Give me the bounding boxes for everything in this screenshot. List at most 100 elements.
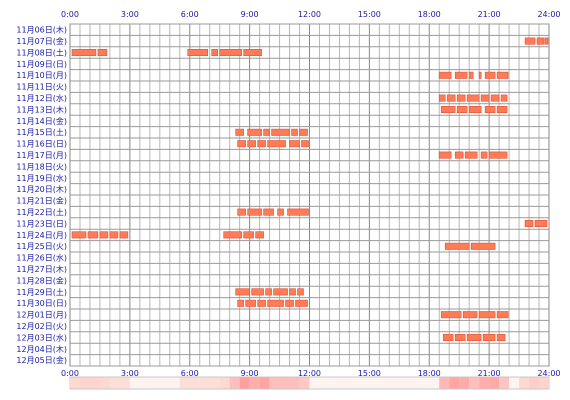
activity-bar [243,231,254,239]
grid [69,23,550,367]
x-tick-label-bottom: 3:00 [121,369,139,378]
heat-cell [299,377,310,389]
activity-bar [255,231,264,239]
activity-bar [496,311,509,319]
activity-bar [271,128,290,136]
x-tick-label-top: 3:00 [121,10,139,19]
activity-bar [482,333,496,341]
activity-bar [297,288,304,296]
activity-bar [456,94,466,102]
row-label: 11月18日(火) [16,162,67,171]
labels: 0:00 0:00 3:00 3:00 6:00 6:00 9:00 9:00 12:00 12:… [16,10,560,378]
row-label: 11月23日(日) [16,219,67,228]
activity-bar [87,231,99,239]
x-tick-label-top: 24:00 [537,10,560,19]
heat-cell [259,377,270,389]
activity-bar [237,140,246,148]
activity-bar [299,128,308,136]
activity-bar [71,48,97,56]
heat-cell [199,377,210,389]
activity-bar [446,94,456,102]
activity-bar [440,311,462,319]
x-tick-label-bottom: 12:00 [298,369,321,378]
activity-bar [454,71,468,79]
x-tick-label-top: 21:00 [478,10,501,19]
row-label: 11月09日(日) [16,60,67,69]
activity-bar [464,151,478,159]
activity-bar [285,299,294,307]
activity-bar [277,208,284,216]
activity-bar [289,288,296,296]
row-label: 11月19日(水) [16,173,67,183]
activity-bar [454,333,466,341]
heat-cell [289,377,300,389]
activity-bar [301,140,309,148]
row-label: 11月13日(木) [16,104,67,114]
activity-bar [99,231,109,239]
x-tick-label-top: 12:00 [298,10,321,19]
activity-bar [480,151,488,159]
activity-bar [488,151,508,159]
row-label: 11月25日(火) [16,242,67,251]
heat-cell [89,377,100,389]
activity-bar [444,242,470,250]
heat-cell [269,377,280,389]
activity-bar [247,140,256,148]
activity-bar [237,208,246,216]
activity-bar [468,106,482,114]
activity-bar [496,333,506,341]
row-label: 11月12日(水) [16,93,67,103]
activity-bar [251,288,264,296]
activity-bar [442,333,454,341]
heat-cell [209,377,220,389]
activity-bar [468,71,474,79]
activity-bar [257,299,266,307]
row-label: 11月11日(火) [16,83,67,92]
heat-cell [229,377,240,389]
row-label: 11月06日(木) [16,25,67,35]
activity-bar [456,106,468,114]
row-label: 11月22日(土) [16,207,67,217]
heat-strip [69,376,550,390]
row-label: 11月29日(土) [16,287,67,297]
heat-cell [439,377,450,389]
activity-bar [109,231,119,239]
activity-bar [223,231,242,239]
activity-bar [496,106,508,114]
row-label: 11月17日(月) [16,151,67,160]
activity-bar [454,151,464,159]
activity-bar [484,71,496,79]
heat-cell [529,377,540,389]
heat-cell [519,377,530,389]
heat-cell [249,377,260,389]
row-label: 11月16日(日) [16,140,67,149]
activity-bar [267,299,284,307]
activity-bar [536,37,545,45]
row-label: 12月02日(火) [16,322,67,331]
activity-bar [291,128,298,136]
heat-cell [179,377,190,389]
activity-bar [466,94,480,102]
x-tick-label-bottom: 9:00 [241,369,259,378]
row-label: 11月07日(金) [16,36,67,46]
activity-bar [490,94,500,102]
heat-cell [70,377,80,389]
heat-cell [499,377,510,389]
row-label: 12月01日(月) [16,311,67,320]
row-label: 11月10日(月) [16,71,67,80]
activity-bar [440,106,456,114]
activity-bar [289,140,300,148]
activity-bar [295,299,308,307]
activity-bar [478,311,496,319]
heat-cell [239,377,250,389]
heat-cell [279,377,290,389]
x-tick-label-top: 18:00 [418,10,441,19]
activity-bar [235,288,250,296]
row-label: 11月15日(土) [16,127,67,137]
activity-bar [235,128,244,136]
activity-bar [273,288,288,296]
activity-bar [245,299,256,307]
x-tick-label-bottom: 0:00 [61,369,79,378]
activity-bar [219,48,242,56]
